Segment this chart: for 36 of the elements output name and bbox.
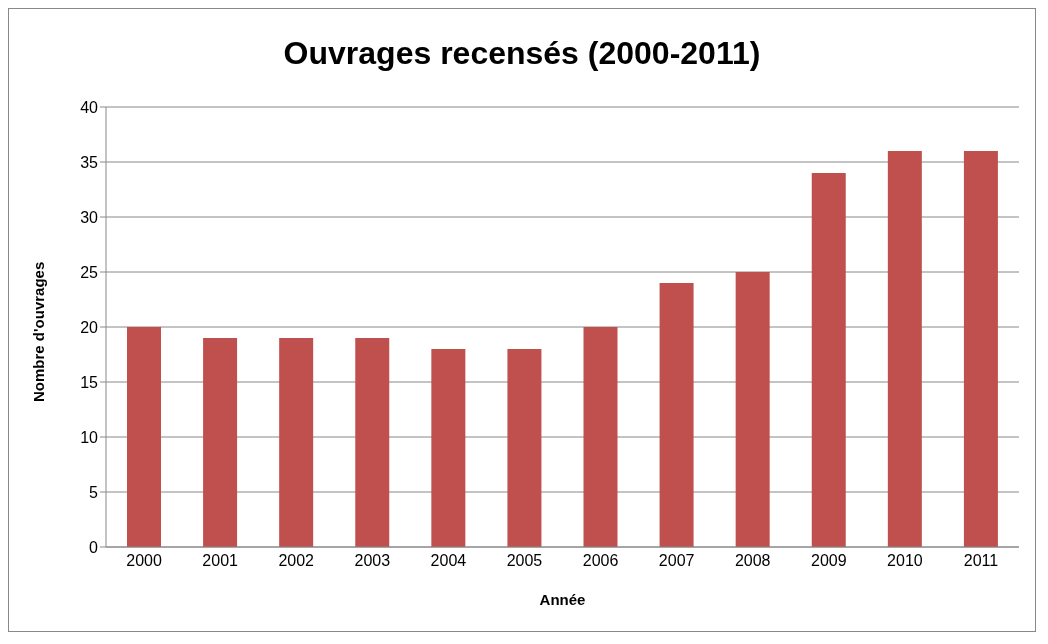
- bar: [963, 151, 998, 547]
- y-axis-title: Nombre d'ouvrages: [30, 261, 48, 402]
- x-tick-label: 2002: [278, 552, 315, 570]
- y-tick-label: 5: [89, 483, 99, 501]
- chart-title: Ouvrages recensés (2000-2011): [282, 34, 762, 71]
- x-tick-label: 2011: [963, 552, 999, 570]
- x-tick-label: 2008: [734, 552, 771, 570]
- bar: [887, 151, 922, 547]
- bar: [431, 349, 466, 547]
- y-tick-label: 20: [80, 318, 99, 336]
- x-tick-label: 2003: [354, 552, 391, 570]
- y-tick-label: 10: [80, 428, 99, 446]
- x-tick-label: 2009: [810, 552, 847, 570]
- x-tick-label: 2007: [658, 552, 695, 570]
- x-tick-label: 2000: [126, 552, 162, 570]
- bar: [279, 338, 314, 547]
- bar: [355, 338, 390, 547]
- bar: [127, 327, 161, 547]
- y-tick-label: 0: [89, 538, 99, 556]
- bar: [735, 272, 770, 547]
- x-tick-label: 2006: [582, 552, 619, 570]
- y-tick-label: 25: [80, 263, 99, 281]
- bar: [583, 327, 618, 547]
- x-axis-title: Année: [539, 591, 586, 608]
- y-tick-label: 35: [80, 153, 99, 171]
- x-tick-label: 2010: [887, 552, 923, 570]
- x-tick-label: 2004: [430, 552, 467, 570]
- y-tick-label: 15: [80, 373, 99, 391]
- bar: [507, 349, 542, 547]
- bar: [811, 173, 846, 547]
- x-tick-label: 2005: [506, 552, 543, 570]
- y-tick-label: 40: [80, 98, 99, 116]
- x-tick-label: 2001: [202, 552, 239, 570]
- bar: [203, 338, 238, 547]
- y-tick-label: 30: [80, 208, 99, 226]
- bar: [659, 283, 694, 547]
